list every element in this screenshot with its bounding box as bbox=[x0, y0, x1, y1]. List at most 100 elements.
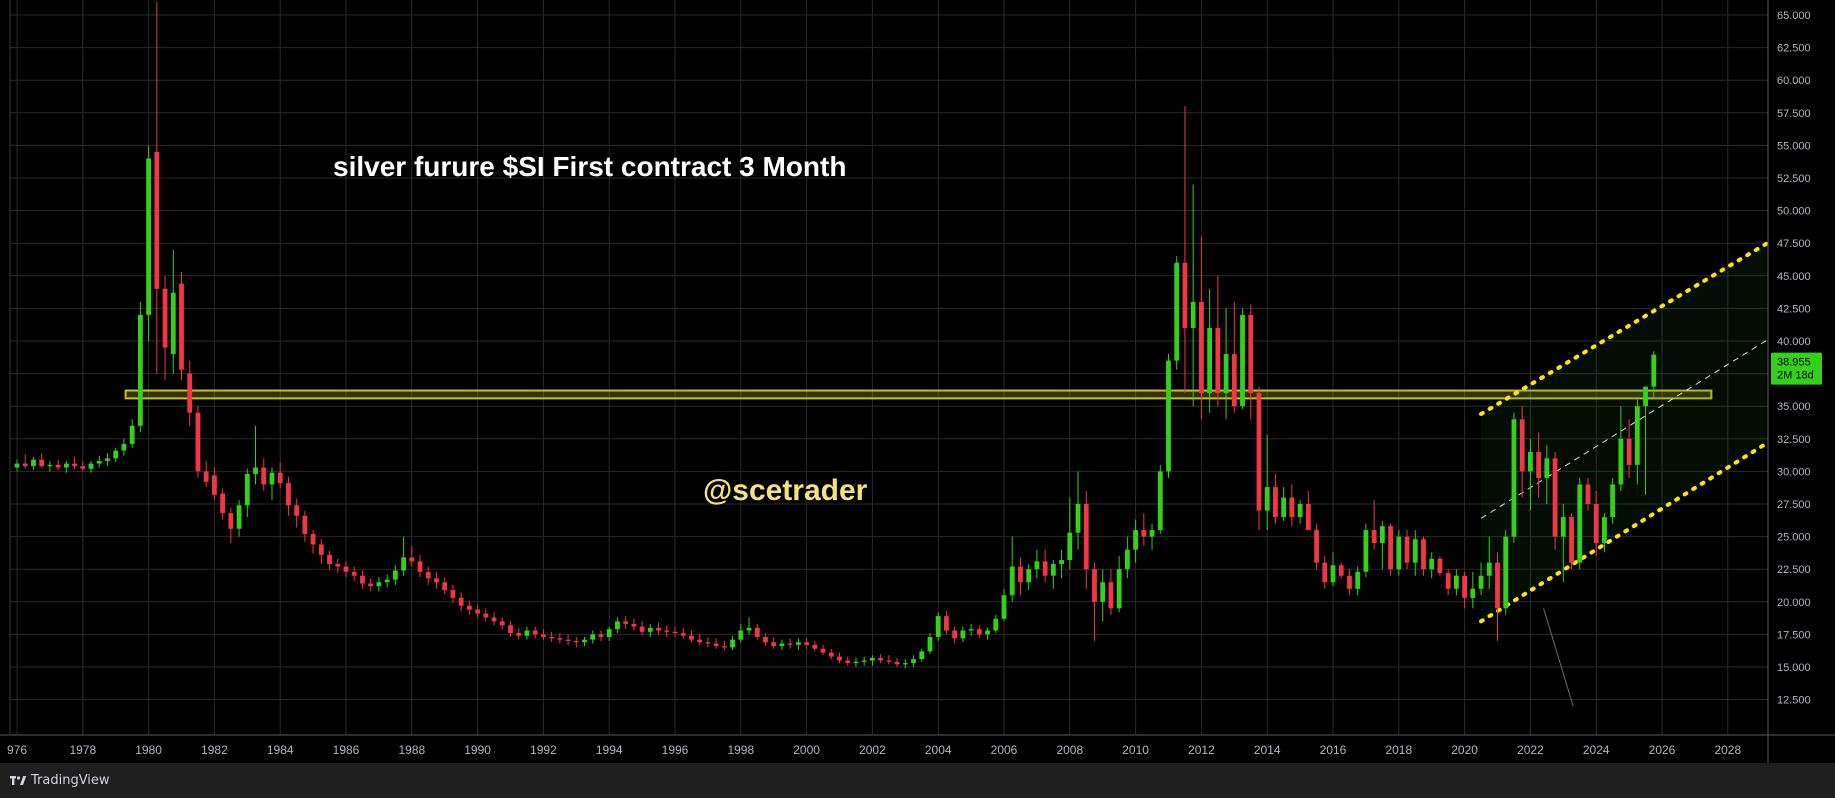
candle-body bbox=[1651, 354, 1657, 387]
x-tick-label: 1998 bbox=[727, 743, 754, 757]
candle bbox=[960, 626, 966, 643]
candle-body bbox=[1495, 562, 1500, 609]
candle bbox=[1059, 549, 1064, 579]
candle bbox=[689, 630, 694, 643]
candle-body bbox=[1199, 301, 1204, 394]
candle-body bbox=[310, 533, 316, 545]
candle-body bbox=[656, 627, 661, 631]
candle bbox=[1100, 569, 1106, 622]
x-tick-label: 2020 bbox=[1451, 743, 1478, 757]
candle-body bbox=[721, 646, 727, 648]
candle-body bbox=[269, 472, 275, 485]
candle-body bbox=[1363, 530, 1369, 572]
candle-body bbox=[121, 444, 127, 451]
candle bbox=[343, 561, 349, 578]
candle-body bbox=[1528, 451, 1533, 472]
candle bbox=[187, 360, 193, 426]
candle bbox=[1166, 354, 1171, 478]
candle bbox=[1330, 552, 1336, 587]
candle-body bbox=[894, 661, 900, 665]
candle-body bbox=[220, 493, 226, 514]
candle-body bbox=[1577, 484, 1583, 563]
candle-body bbox=[1083, 504, 1089, 570]
candle-body bbox=[565, 639, 571, 641]
candle-body bbox=[1231, 354, 1237, 407]
candle-body bbox=[1379, 526, 1385, 544]
candle-body bbox=[195, 412, 201, 472]
candle-body bbox=[812, 644, 818, 649]
candle-body bbox=[508, 625, 513, 634]
candle bbox=[450, 584, 456, 604]
candle bbox=[1388, 523, 1393, 576]
annotation-lines bbox=[1543, 608, 1574, 707]
candle bbox=[1289, 484, 1295, 527]
candle bbox=[179, 271, 184, 381]
candle-body bbox=[861, 660, 867, 662]
candle bbox=[647, 623, 653, 638]
candle bbox=[516, 627, 522, 640]
candle bbox=[1577, 477, 1583, 570]
x-tick-label: 2004 bbox=[925, 743, 952, 757]
candle-body bbox=[253, 467, 258, 475]
candle bbox=[1124, 536, 1130, 579]
candle-body bbox=[1445, 573, 1451, 589]
footer-bar: TradingView bbox=[0, 763, 1835, 798]
candle bbox=[269, 467, 275, 501]
candle bbox=[738, 623, 744, 643]
resistance-zone bbox=[124, 389, 1713, 400]
candle-body bbox=[1429, 558, 1435, 570]
x-tick-label: 2022 bbox=[1517, 743, 1544, 757]
candle bbox=[911, 655, 916, 667]
brand-label: TradingView bbox=[31, 773, 110, 788]
x-tick-label: 2000 bbox=[793, 743, 820, 757]
candle bbox=[203, 460, 209, 488]
candle bbox=[1544, 445, 1550, 504]
candle bbox=[705, 637, 711, 648]
x-tick-label: 2014 bbox=[1254, 743, 1281, 757]
candle-body bbox=[162, 288, 168, 348]
candle-body bbox=[294, 505, 300, 516]
candle-body bbox=[927, 637, 933, 652]
candle bbox=[1141, 513, 1147, 546]
candle bbox=[631, 618, 637, 631]
candle bbox=[1083, 490, 1089, 589]
x-tick-label: 1982 bbox=[201, 743, 228, 757]
candle bbox=[812, 640, 818, 652]
candle bbox=[1347, 569, 1352, 596]
candle-body bbox=[1050, 563, 1056, 576]
x-tick-label: 976 bbox=[7, 743, 27, 757]
candle-body bbox=[351, 571, 357, 576]
candle-body bbox=[935, 616, 941, 638]
candle-body bbox=[1256, 393, 1262, 511]
candle bbox=[919, 648, 925, 662]
candle-body bbox=[1330, 565, 1336, 583]
x-axis-background bbox=[0, 735, 1835, 763]
candle-body bbox=[787, 643, 793, 645]
candle-body bbox=[1503, 536, 1509, 609]
candle bbox=[894, 657, 900, 667]
candle-body bbox=[1388, 526, 1393, 570]
candle bbox=[1560, 504, 1566, 583]
y-tick-label: 50.000 bbox=[1777, 206, 1811, 218]
candle bbox=[220, 488, 226, 520]
candle bbox=[730, 635, 735, 651]
candle bbox=[1626, 419, 1632, 478]
candle bbox=[1478, 562, 1484, 596]
chart-title: silver furure $SI First contract 3 Month bbox=[333, 151, 846, 182]
candle-body bbox=[730, 639, 735, 648]
candle bbox=[1412, 530, 1418, 576]
candle-body bbox=[236, 505, 242, 529]
tradingview-brand[interactable]: TradingView bbox=[10, 773, 110, 788]
candle bbox=[1643, 386, 1648, 495]
x-tick-label: 2028 bbox=[1714, 743, 1741, 757]
candle-body bbox=[647, 627, 653, 632]
horizontal-zone bbox=[124, 389, 1713, 400]
channel-lower-line bbox=[1479, 436, 1776, 624]
candle-body bbox=[146, 158, 151, 315]
price-chart[interactable]: silver furure $SI First contract 3 Month… bbox=[0, 0, 1835, 763]
candle bbox=[1075, 471, 1081, 550]
candle bbox=[713, 638, 719, 649]
candle bbox=[1092, 562, 1097, 641]
y-tick-label: 65.000 bbox=[1777, 10, 1811, 22]
candle bbox=[598, 630, 604, 641]
